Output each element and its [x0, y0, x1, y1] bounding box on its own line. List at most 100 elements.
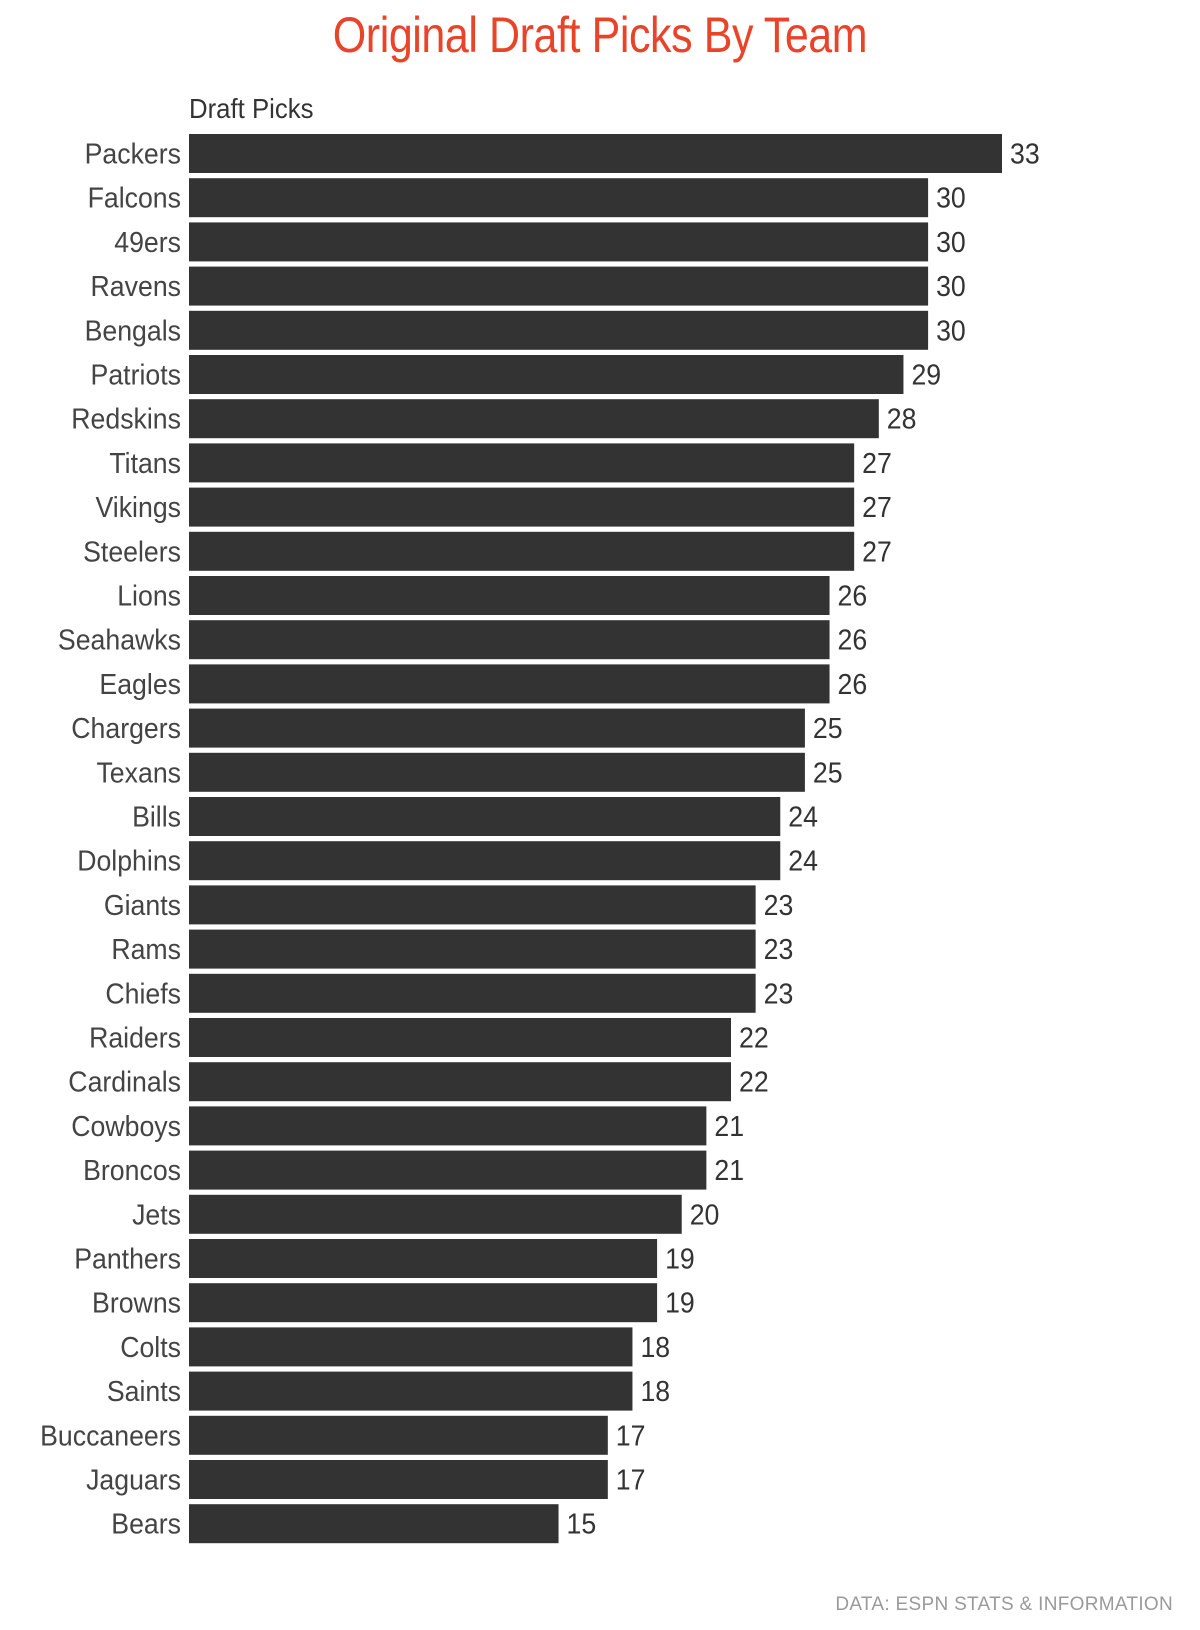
data-label: 23: [764, 977, 794, 1009]
bar-chart: Draft Picks Packers 33 Falcons 30 49ers 30 Rave…: [40, 93, 1040, 1544]
category-label: Packers: [85, 137, 181, 169]
bar-bills: [189, 797, 781, 836]
bar-bengals: [189, 310, 929, 350]
bar-raiders: [189, 1018, 731, 1057]
data-label: 19: [665, 1242, 695, 1274]
category-label: Dolphins: [77, 845, 181, 877]
data-label: 15: [567, 1508, 597, 1540]
category-label: Chargers: [71, 712, 181, 744]
data-label: 21: [714, 1110, 744, 1142]
bar-ravens: [189, 266, 929, 306]
data-label: 27: [862, 491, 892, 523]
bar-bears: [189, 1504, 559, 1544]
data-label: 25: [813, 756, 843, 788]
category-label: Buccaneers: [40, 1419, 181, 1451]
bar-steelers: [189, 531, 855, 571]
category-label: Seahawks: [58, 624, 181, 656]
category-label: Steelers: [83, 535, 181, 567]
bar-jets: [189, 1194, 682, 1234]
category-label: Texans: [96, 756, 181, 788]
bar-texans: [189, 752, 805, 792]
bar-browns: [189, 1283, 658, 1323]
data-label: 20: [690, 1198, 720, 1230]
bar-titans: [189, 443, 855, 483]
category-label: Lions: [117, 579, 181, 611]
data-label: 26: [838, 668, 868, 700]
bar-falcons: [189, 178, 929, 218]
x-axis-label: Draft Picks: [189, 93, 313, 124]
chart-title: Original Draft Picks By Team: [332, 7, 868, 63]
bar-eagles: [189, 664, 830, 704]
category-label: Panthers: [74, 1242, 181, 1274]
data-label: 21: [714, 1154, 744, 1186]
data-label: 29: [911, 358, 941, 390]
bar-vikings: [189, 487, 855, 527]
bar-49ers: [189, 222, 929, 262]
category-label: Bills: [132, 800, 181, 832]
data-label: 30: [936, 182, 966, 214]
data-label: 27: [862, 447, 892, 479]
bar-rams: [189, 929, 756, 969]
category-label: Vikings: [95, 491, 181, 523]
bar-packers: [189, 134, 1002, 173]
category-label: Saints: [107, 1375, 181, 1407]
data-label: 18: [640, 1375, 670, 1407]
category-label: 49ers: [114, 226, 181, 258]
data-label: 27: [862, 535, 892, 567]
bar-patriots: [189, 355, 904, 394]
data-label: 17: [616, 1419, 646, 1451]
category-label: Titans: [109, 447, 181, 479]
category-label: Eagles: [99, 668, 181, 700]
data-label: 30: [936, 314, 966, 346]
category-label: Giants: [104, 889, 181, 921]
bar-chargers: [189, 708, 805, 748]
data-label: 33: [1010, 137, 1040, 169]
data-label: 23: [764, 889, 794, 921]
bar-seahawks: [189, 620, 830, 660]
data-label: 28: [887, 403, 917, 435]
data-label: 24: [788, 800, 818, 832]
source-footer: DATA: ESPN STATS & INFORMATION: [835, 1594, 1173, 1615]
bar-saints: [189, 1371, 633, 1411]
bar-giants: [189, 885, 756, 925]
data-label: 22: [739, 1066, 769, 1098]
category-label: Redskins: [71, 403, 181, 435]
category-label: Jaguars: [86, 1463, 181, 1495]
category-label: Browns: [92, 1287, 181, 1319]
category-label: Raiders: [89, 1021, 181, 1053]
data-label: 24: [788, 845, 818, 877]
bar-panthers: [189, 1239, 658, 1278]
bar-dolphins: [189, 841, 781, 881]
category-label: Rams: [111, 933, 181, 965]
category-label: Broncos: [83, 1154, 181, 1186]
data-label: 18: [640, 1331, 670, 1363]
data-label: 26: [838, 579, 868, 611]
bar-chiefs: [189, 973, 756, 1013]
category-label: Colts: [120, 1331, 181, 1363]
data-label: 30: [936, 270, 966, 302]
data-label: 19: [665, 1287, 695, 1319]
bar-buccaneers: [189, 1415, 608, 1455]
bar-lions: [189, 576, 830, 615]
bar-cowboys: [189, 1106, 707, 1146]
category-label: Cowboys: [71, 1110, 181, 1142]
bar-cardinals: [189, 1062, 731, 1102]
data-label: 30: [936, 226, 966, 258]
category-label: Bengals: [85, 314, 181, 346]
category-label: Chiefs: [105, 977, 181, 1009]
bar-jaguars: [189, 1460, 608, 1499]
data-label: 17: [616, 1463, 646, 1495]
data-label: 26: [838, 624, 868, 656]
data-label: 25: [813, 712, 843, 744]
category-label: Cardinals: [68, 1066, 181, 1098]
bar-colts: [189, 1327, 633, 1367]
bar-redskins: [189, 399, 879, 439]
category-label: Bears: [111, 1508, 181, 1540]
data-label: 23: [764, 933, 794, 965]
category-label: Patriots: [91, 358, 181, 390]
category-label: Falcons: [88, 182, 181, 214]
category-label: Jets: [132, 1198, 181, 1230]
data-label: 22: [739, 1021, 769, 1053]
bar-broncos: [189, 1150, 707, 1190]
category-label: Ravens: [91, 270, 181, 302]
